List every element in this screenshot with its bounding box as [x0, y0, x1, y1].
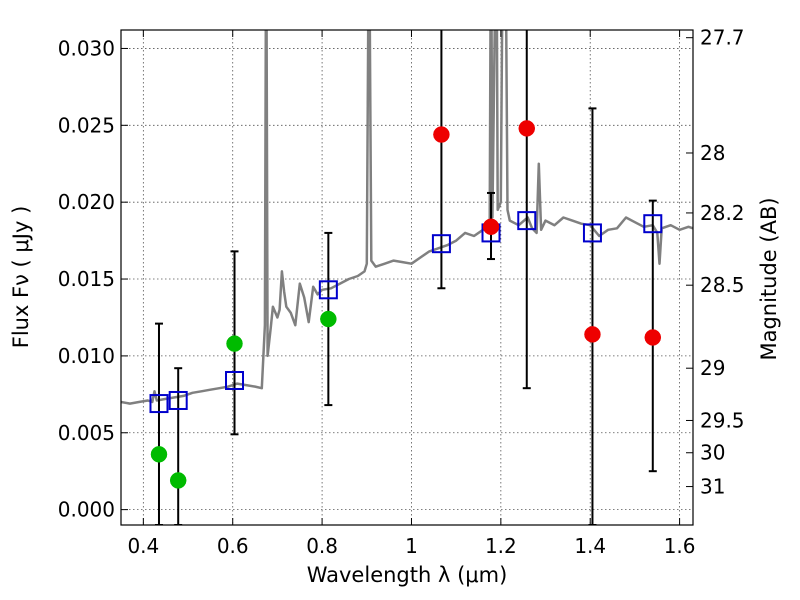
x-tick-label: 1.2 [485, 534, 517, 558]
mag-tick-label: 30 [700, 441, 725, 465]
observed-point-green [226, 335, 243, 352]
observed-point-red [644, 329, 662, 346]
x-tick-label: 0.6 [217, 534, 249, 558]
y-axis-title: Flux Fν ( μJy ) [9, 206, 33, 349]
y-tick-label: 0.030 [58, 36, 115, 60]
observed-point-red [584, 326, 601, 343]
mag-tick-label: 29.5 [700, 408, 745, 432]
observation-layer [150, 120, 662, 489]
y-tick-label: 0.015 [58, 267, 115, 291]
x-tick-label: 1.6 [664, 534, 696, 558]
x-tick-label: 1 [405, 534, 418, 558]
observed-point-green [150, 446, 168, 463]
model-box-layer [149, 211, 663, 414]
grid [121, 30, 693, 525]
model-flux-box [149, 394, 169, 414]
y-tick-label: 0.020 [58, 190, 115, 214]
model-flux-box [225, 370, 245, 390]
y-tick-label: 0.025 [58, 113, 115, 137]
y-tick-label: 0.005 [58, 421, 115, 445]
errorbar-layer [154, 30, 657, 525]
x-tick-label: 0.4 [127, 534, 159, 558]
y-tick-label: 0.000 [58, 498, 115, 522]
mag-tick-label: 27.7 [700, 26, 745, 50]
model-flux-box [517, 211, 537, 231]
model-flux-box [582, 223, 602, 243]
plot-frame [120, 29, 694, 526]
x-tick-label: 1.4 [574, 534, 606, 558]
observed-point-red [518, 120, 536, 137]
model-spectrum-line [121, 30, 693, 405]
model-flux-box [318, 280, 338, 300]
model-flux-box [431, 234, 451, 254]
x-axis-title: Wavelength λ (μm) [307, 563, 508, 587]
plot-area [121, 30, 693, 525]
model-flux-box [643, 214, 663, 234]
mag-tick-label: 31 [700, 475, 725, 499]
mag-tick-label: 29 [700, 356, 725, 380]
y-tick-label: 0.010 [58, 344, 115, 368]
model-flux-box [168, 390, 188, 410]
mag-tick-label: 28.2 [700, 201, 745, 225]
observed-point-green [320, 310, 337, 328]
observed-point-green [169, 472, 187, 489]
ticks: 0.4 0.6 0.8 1 1.2 1.4 1.6 0.000 0.005 0.010 0.015 0… [58, 26, 745, 558]
mag-tick-label: 28 [700, 141, 725, 165]
model-spectrum-layer [121, 30, 693, 405]
observed-point-red [482, 218, 500, 236]
observed-point-red [433, 126, 450, 143]
x-tick-label: 0.8 [306, 534, 338, 558]
y2-axis-title: Magnitude (AB) [757, 197, 781, 360]
mag-tick-label: 28.5 [700, 273, 745, 297]
